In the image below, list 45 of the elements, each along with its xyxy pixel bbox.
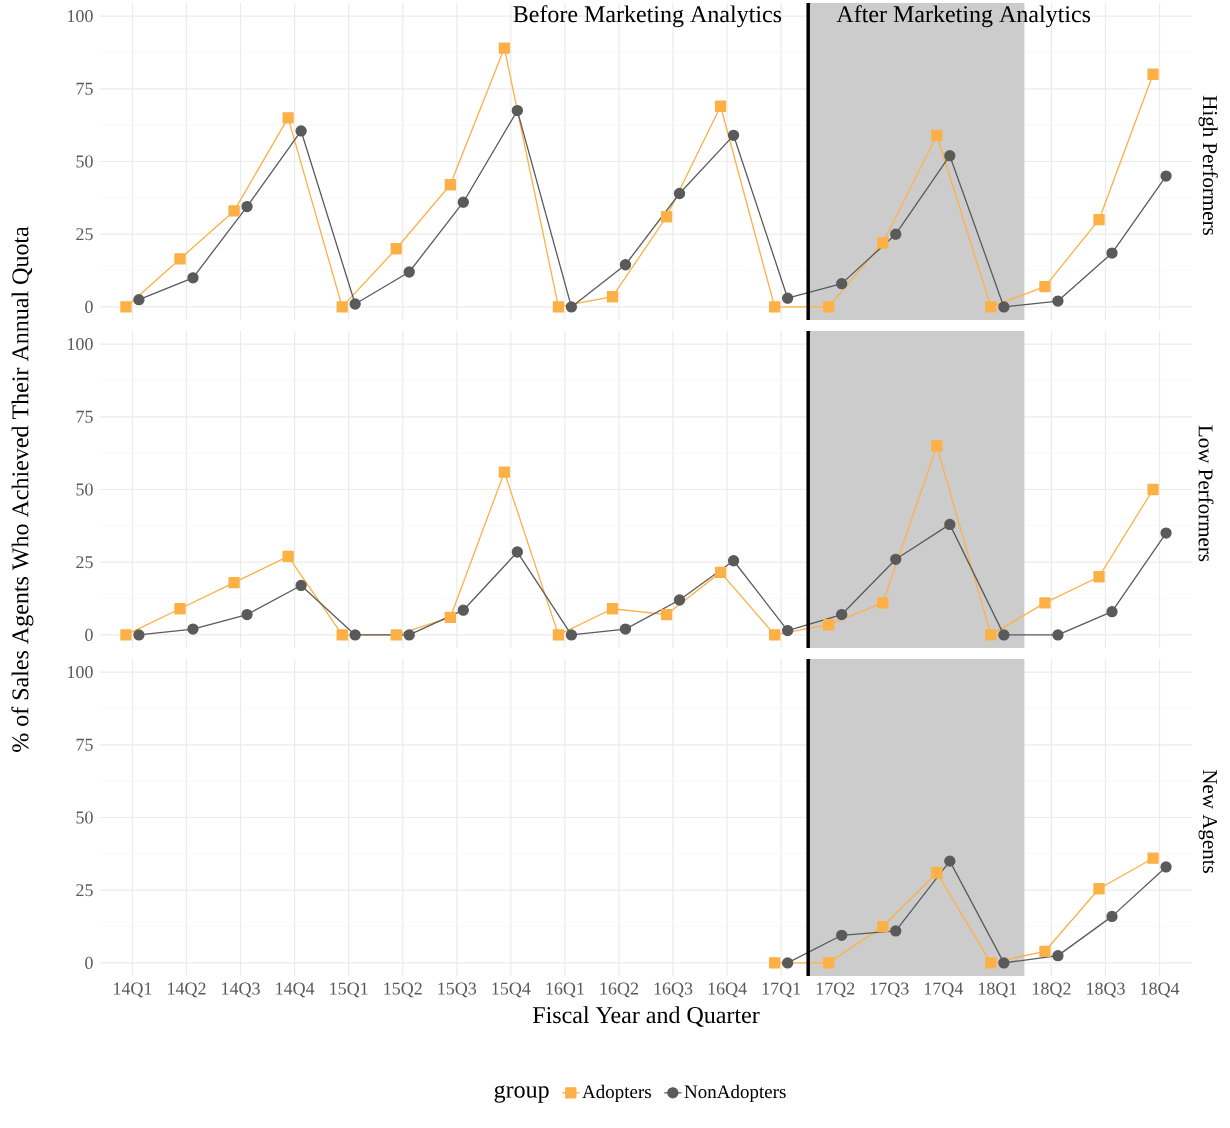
y-tick-label: 25 <box>76 884 93 897</box>
y-tick-label: 0 <box>85 956 93 969</box>
x-tick-label: 14Q3 <box>222 982 260 998</box>
y-tick-label: 50 <box>76 155 93 168</box>
legend-label: NonAdopters <box>684 1084 786 1103</box>
y-tick-label: 75 <box>76 82 93 95</box>
y-tick-label: 75 <box>76 410 93 423</box>
y-tick-label: 0 <box>85 628 93 641</box>
y-tick-label: 0 <box>85 300 93 313</box>
band-label: After Marketing Analytics <box>836 5 1091 28</box>
x-tick-label: 18Q2 <box>1033 982 1071 998</box>
legend-title: group <box>494 1085 549 1103</box>
ref-line-label: Before Marketing Analytics <box>513 5 782 28</box>
y-tick-label: 50 <box>76 483 93 496</box>
x-tick-label: 14Q1 <box>114 982 152 998</box>
x-tick-label: 16Q1 <box>546 982 584 998</box>
legend-label: Adopters <box>582 1084 651 1103</box>
x-tick-label: 16Q4 <box>708 982 747 998</box>
y-tick-label: 100 <box>68 338 93 351</box>
y-tick-label: 100 <box>68 10 93 23</box>
x-tick-label: 17Q3 <box>870 982 909 998</box>
x-tick-label: 18Q1 <box>978 982 1017 998</box>
x-tick-label: 14Q2 <box>168 982 206 998</box>
x-tick-label: 18Q4 <box>1141 982 1180 998</box>
x-tick-label: 15Q1 <box>330 982 368 998</box>
y-tick-label: 100 <box>68 666 93 679</box>
x-tick-label: 16Q3 <box>654 982 693 998</box>
y-tick-label: 25 <box>76 228 93 241</box>
y-tick-label: 25 <box>76 556 93 569</box>
text: New Agents <box>1198 769 1217 873</box>
y-tick-label: 50 <box>76 811 93 824</box>
x-tick-label: 15Q3 <box>438 982 477 998</box>
text: High Performers <box>1198 95 1218 236</box>
x-tick-label: 17Q2 <box>816 982 855 998</box>
x-tick-label: 14Q4 <box>276 982 315 998</box>
x-tick-label: 17Q4 <box>924 982 964 998</box>
x-tick-label: 18Q3 <box>1087 982 1125 998</box>
y-axis-title: % of Sales Agents Who Achieved Their Annual Quota <box>11 226 34 752</box>
x-tick-label: 15Q4 <box>492 982 531 998</box>
text: Low Performers <box>1198 425 1214 562</box>
x-tick-label: 15Q2 <box>384 982 422 998</box>
x-tick-label: 17Q1 <box>762 982 801 998</box>
y-tick-label: 75 <box>76 738 93 751</box>
x-axis-title: Fiscal Year and Quarter <box>532 1006 760 1027</box>
x-tick-label: 16Q2 <box>600 982 638 998</box>
